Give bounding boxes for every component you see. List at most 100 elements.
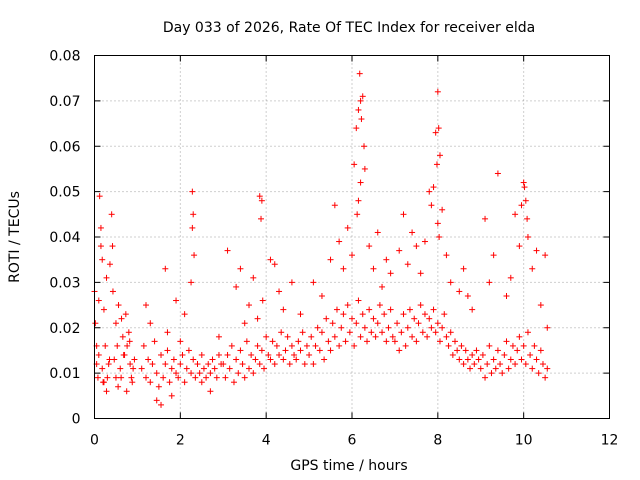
data-points	[91, 70, 551, 408]
data-point	[250, 370, 257, 377]
data-point	[95, 297, 102, 304]
data-point	[331, 333, 338, 340]
data-point	[258, 215, 265, 222]
data-point	[112, 320, 119, 327]
data-point	[370, 265, 377, 272]
x-tick-label: 4	[262, 433, 271, 449]
data-point	[529, 365, 536, 372]
data-point	[387, 270, 394, 277]
data-point	[428, 324, 435, 331]
data-point	[224, 247, 231, 254]
data-point	[430, 184, 437, 191]
data-point	[258, 347, 265, 354]
data-point	[179, 351, 186, 358]
data-point	[115, 302, 122, 309]
data-point	[354, 211, 361, 218]
data-point	[143, 302, 149, 309]
data-point	[436, 234, 443, 240]
axis-ticks	[94, 55, 610, 419]
data-point	[207, 370, 214, 377]
data-point	[151, 338, 158, 345]
data-point	[488, 370, 495, 377]
data-point	[183, 365, 190, 372]
data-point	[389, 333, 396, 340]
data-point	[140, 342, 147, 349]
data-point	[215, 333, 222, 340]
data-point	[258, 197, 265, 204]
data-point	[522, 361, 529, 368]
data-point	[153, 397, 160, 404]
y-tick-label: 0.01	[49, 366, 80, 382]
data-point	[387, 306, 394, 313]
data-point	[155, 383, 162, 390]
data-point	[168, 392, 175, 399]
data-point	[323, 315, 330, 322]
data-point	[503, 292, 510, 299]
data-point	[239, 361, 246, 368]
data-point	[314, 324, 321, 331]
data-point	[112, 374, 119, 381]
data-point	[259, 297, 266, 304]
data-point	[512, 361, 519, 368]
data-point	[490, 356, 497, 363]
data-point	[102, 342, 109, 349]
data-point	[131, 356, 138, 363]
data-point	[158, 401, 165, 408]
data-point	[417, 270, 424, 277]
data-point	[527, 351, 534, 358]
data-point	[209, 356, 216, 363]
y-tick-label: 0.05	[49, 185, 80, 201]
data-point	[537, 302, 544, 309]
data-point	[544, 324, 551, 331]
data-point	[379, 329, 386, 336]
data-point	[452, 338, 458, 345]
data-point	[147, 320, 154, 327]
data-point	[237, 265, 244, 272]
data-point	[190, 356, 197, 363]
data-point	[344, 302, 351, 309]
data-point	[105, 361, 112, 368]
data-point	[484, 361, 491, 368]
y-tick-label: 0.03	[49, 275, 80, 291]
data-point	[482, 374, 489, 381]
data-point	[376, 302, 383, 309]
data-point	[394, 320, 401, 327]
data-point	[351, 161, 358, 168]
data-point	[103, 388, 110, 395]
data-point	[213, 374, 220, 381]
data-point	[106, 356, 113, 363]
data-point	[143, 374, 149, 381]
data-point	[267, 256, 274, 263]
data-point	[168, 365, 175, 372]
data-point	[421, 311, 428, 318]
data-point	[297, 347, 304, 354]
data-point	[97, 243, 104, 250]
data-point	[477, 365, 484, 372]
data-point	[439, 324, 446, 331]
data-point	[417, 302, 424, 309]
data-point	[462, 347, 469, 354]
data-point	[454, 347, 461, 354]
data-point	[235, 370, 242, 377]
data-point	[303, 342, 310, 349]
data-point	[460, 361, 467, 368]
data-point	[409, 229, 416, 236]
data-point	[162, 361, 169, 368]
y-tick-label: 0.02	[49, 321, 80, 337]
x-tick-label: 8	[433, 433, 442, 449]
data-point	[447, 279, 454, 286]
data-point	[295, 338, 302, 345]
data-point	[467, 365, 474, 372]
data-point	[357, 97, 364, 104]
data-point	[321, 356, 328, 363]
data-point	[276, 288, 283, 295]
data-point	[426, 188, 433, 195]
data-point	[215, 351, 222, 358]
data-point	[473, 347, 480, 354]
data-point	[524, 234, 531, 240]
data-point	[494, 170, 501, 177]
data-point	[396, 347, 403, 354]
data-point	[241, 374, 248, 381]
data-point	[327, 256, 334, 263]
data-point	[501, 351, 508, 358]
